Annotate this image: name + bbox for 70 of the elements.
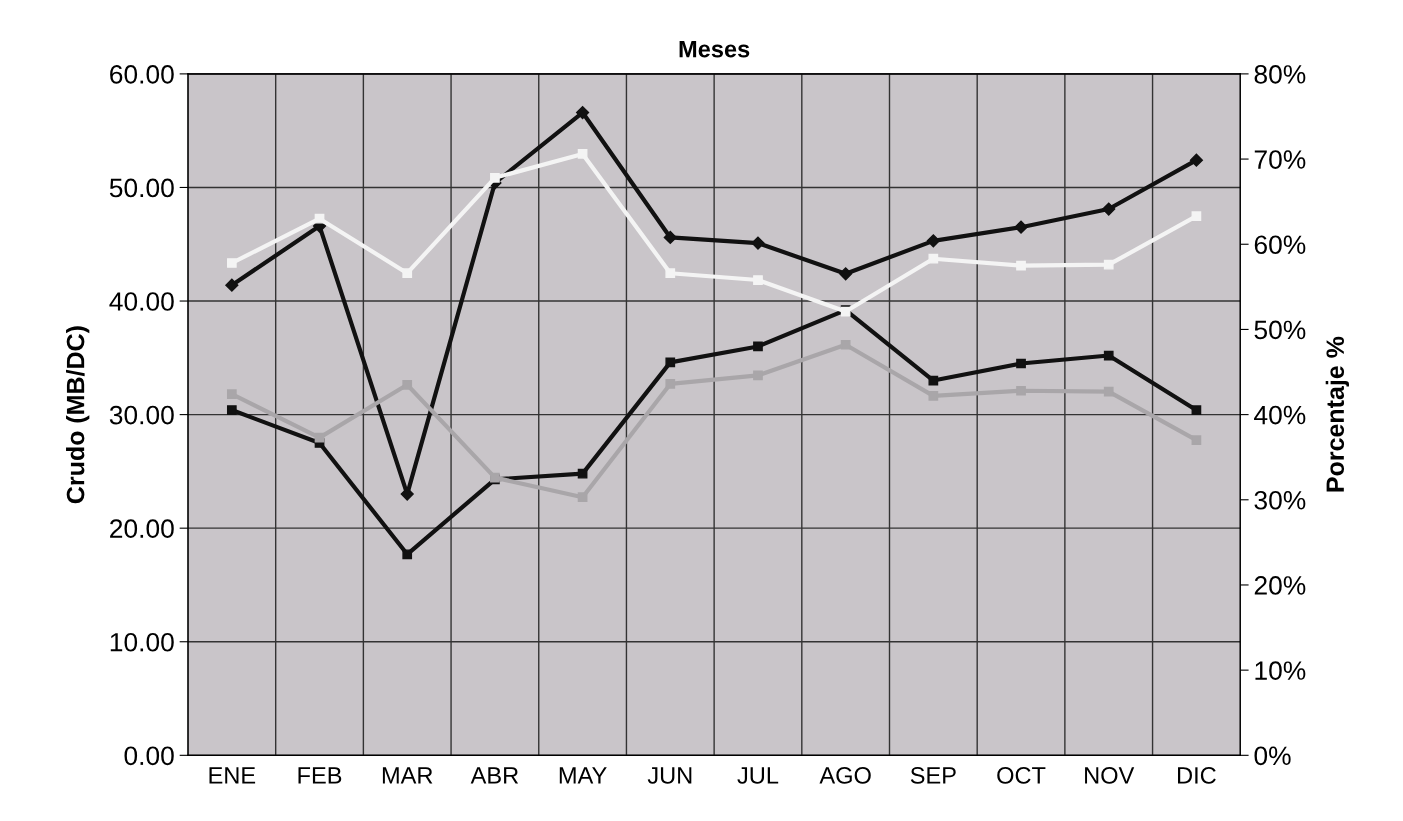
y2-tick-label: 30%	[1254, 490, 1306, 510]
y-axis-title: Crudo (MB/DC)	[66, 326, 90, 504]
point	[490, 172, 500, 183]
point	[753, 275, 763, 285]
y2-tick-label: 10%	[1255, 661, 1306, 680]
point	[402, 379, 413, 390]
point	[840, 339, 851, 350]
point	[753, 341, 763, 352]
x-tick-label: MAY	[559, 767, 607, 784]
point	[314, 213, 325, 224]
y-tick-label: 60.00	[110, 65, 174, 84]
point	[226, 389, 237, 400]
y-tick-label: 20.00	[110, 519, 174, 538]
point	[1014, 220, 1028, 234]
point	[1191, 405, 1202, 415]
point	[402, 268, 413, 279]
point	[577, 492, 588, 503]
point	[663, 230, 677, 245]
point	[751, 236, 765, 250]
x-tick-label: MAR	[382, 767, 433, 784]
point	[753, 370, 763, 381]
x-tick-label: AGO	[819, 767, 871, 784]
point	[1016, 385, 1026, 396]
y2-tick-label: 80%	[1254, 65, 1306, 84]
point	[226, 405, 237, 415]
point	[665, 379, 676, 389]
x-tick-label: ENE	[209, 767, 256, 784]
point	[928, 391, 939, 401]
point	[1103, 259, 1114, 270]
x-tick-label: ABR	[470, 767, 519, 784]
x-tick-label: FEB	[298, 767, 342, 784]
point	[665, 268, 676, 279]
x-tick-label: JUL	[737, 767, 779, 784]
chart-title: Meses	[679, 40, 750, 58]
y2-tick-label: 50%	[1254, 320, 1306, 340]
point	[1189, 153, 1203, 167]
point	[839, 267, 853, 281]
point	[402, 549, 413, 560]
point	[1103, 386, 1114, 397]
y2-tick-label: 70%	[1254, 150, 1306, 169]
y-tick-label: 50.00	[109, 178, 174, 198]
point	[1102, 202, 1116, 216]
point	[1016, 358, 1026, 369]
point	[665, 357, 676, 368]
x-tick-label: NOV	[1085, 767, 1135, 784]
x-tick-label: OCT	[997, 767, 1046, 784]
point	[1191, 435, 1202, 446]
point	[577, 149, 588, 159]
point	[576, 105, 590, 120]
point	[928, 375, 939, 386]
y-tick-label: 0.00	[124, 746, 174, 766]
x-tick-label: DIC	[1178, 767, 1216, 784]
point	[926, 234, 940, 248]
x-tick-label: JUN	[647, 767, 692, 784]
point	[577, 468, 588, 479]
point	[225, 278, 239, 292]
point	[1016, 260, 1026, 271]
y-tick-label: 10.00	[110, 632, 174, 652]
point	[226, 258, 237, 268]
y2-tick-label: 60%	[1254, 235, 1306, 255]
y2-axis-title: Porcentaje %	[1325, 336, 1350, 492]
y-tick-label: 40.00	[109, 292, 174, 311]
y2-tick-label: 20%	[1254, 576, 1306, 595]
point	[928, 253, 939, 264]
x-tick-label: SEP	[910, 767, 956, 784]
y-tick-label: 30.00	[109, 405, 174, 425]
point	[1103, 350, 1114, 361]
point	[1191, 211, 1202, 222]
y2-tick-label: 40%	[1254, 405, 1306, 425]
y2-tick-label: 0%	[1254, 746, 1291, 766]
